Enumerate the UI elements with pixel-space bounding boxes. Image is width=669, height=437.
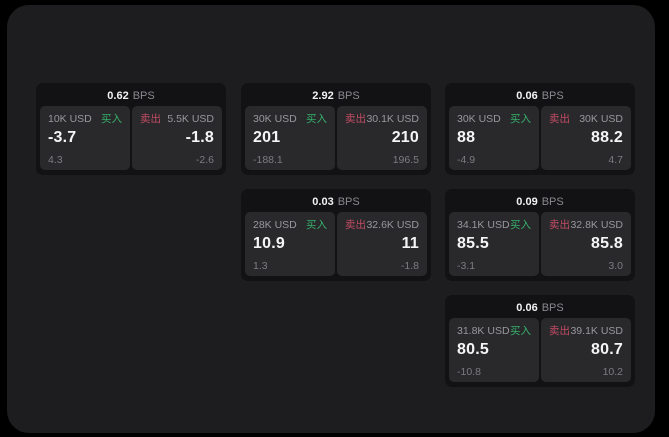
- bps-unit: BPS: [132, 89, 155, 102]
- buy-tile[interactable]: 34.1K USD 买入 85.5 -3.1: [449, 212, 539, 276]
- buy-price: 10.9: [253, 235, 285, 252]
- sell-tile[interactable]: 卖出 32.8K USD 85.8 3.0: [541, 212, 631, 276]
- bps-unit: BPS: [337, 89, 360, 102]
- sell-price: 80.7: [591, 341, 623, 358]
- buy-price: 85.5: [457, 235, 489, 252]
- sell-price: 11: [401, 235, 419, 252]
- buy-sub-value: -4.9: [457, 154, 476, 166]
- buy-sub-value: 4.3: [48, 154, 63, 166]
- sell-price: -1.8: [185, 129, 214, 146]
- quote-card: 0.03 BPS 28K USD 买入 10.9 1.3 卖出 32.6K US…: [241, 189, 431, 281]
- sell-size: 5.5K USD: [167, 113, 214, 125]
- sell-tile[interactable]: 卖出 32.6K USD 11 -1.8: [337, 212, 427, 276]
- buy-size: 10K USD: [48, 113, 92, 125]
- buy-sub-value: -10.8: [457, 366, 481, 378]
- buy-price: -3.7: [48, 129, 77, 146]
- bps-header: 0.09 BPS: [445, 189, 635, 212]
- sell-sub-value: -2.6: [195, 154, 214, 166]
- quote-card: 0.62 BPS 10K USD 买入 -3.7 4.3 卖出 5.5K USD…: [36, 83, 226, 175]
- bps-value: 2.92: [312, 89, 334, 102]
- buy-tile[interactable]: 10K USD 买入 -3.7 4.3: [40, 106, 130, 170]
- quote-card: 0.06 BPS 30K USD 买入 88 -4.9 卖出 30K USD 8…: [445, 83, 635, 175]
- buy-price: 80.5: [457, 341, 489, 358]
- buy-price: 88: [457, 129, 476, 146]
- sell-label: 卖出: [345, 219, 366, 231]
- sell-label: 卖出: [140, 113, 161, 125]
- sell-tile[interactable]: 卖出 39.1K USD 80.7 10.2: [541, 318, 631, 382]
- sell-size: 39.1K USD: [570, 325, 623, 337]
- sell-sub-value: -1.8: [400, 260, 419, 272]
- bps-value: 0.03: [312, 195, 334, 208]
- sell-sub-value: 10.2: [602, 366, 623, 378]
- bps-value: 0.06: [516, 89, 538, 102]
- sell-price: 88.2: [591, 129, 623, 146]
- buy-label: 买入: [101, 113, 122, 125]
- bps-unit: BPS: [541, 195, 564, 208]
- bps-unit: BPS: [541, 301, 564, 314]
- sell-tile[interactable]: 卖出 30.1K USD 210 196.5: [337, 106, 427, 170]
- bps-value: 0.09: [516, 195, 538, 208]
- quote-card: 0.06 BPS 31.8K USD 买入 80.5 -10.8 卖出 39.1…: [445, 295, 635, 387]
- buy-tile[interactable]: 31.8K USD 买入 80.5 -10.8: [449, 318, 539, 382]
- buy-price: 201: [253, 129, 281, 146]
- buy-sub-value: -188.1: [253, 154, 283, 166]
- sell-sub-value: 3.0: [608, 260, 623, 272]
- sell-sub-value: 4.7: [608, 154, 623, 166]
- sell-tile[interactable]: 卖出 5.5K USD -1.8 -2.6: [132, 106, 222, 170]
- buy-size: 31.8K USD: [457, 325, 510, 337]
- sell-label: 卖出: [549, 113, 570, 125]
- bps-header: 0.06 BPS: [445, 295, 635, 318]
- sell-price: 210: [391, 129, 419, 146]
- buy-label: 买入: [306, 219, 327, 231]
- bps-header: 0.62 BPS: [36, 83, 226, 106]
- buy-label: 买入: [510, 325, 531, 337]
- buy-tile[interactable]: 30K USD 买入 201 -188.1: [245, 106, 335, 170]
- sell-label: 卖出: [549, 325, 570, 337]
- buy-tile[interactable]: 30K USD 买入 88 -4.9: [449, 106, 539, 170]
- sell-size: 32.6K USD: [366, 219, 419, 231]
- sell-size: 30.1K USD: [366, 113, 419, 125]
- bps-header: 0.06 BPS: [445, 83, 635, 106]
- bps-value: 0.06: [516, 301, 538, 314]
- bps-header: 2.92 BPS: [241, 83, 431, 106]
- sell-label: 卖出: [549, 219, 570, 231]
- buy-size: 28K USD: [253, 219, 297, 231]
- buy-size: 30K USD: [457, 113, 501, 125]
- buy-size: 30K USD: [253, 113, 297, 125]
- sell-sub-value: 196.5: [392, 154, 419, 166]
- bps-value: 0.62: [107, 89, 129, 102]
- buy-label: 买入: [510, 113, 531, 125]
- buy-sub-value: 1.3: [253, 260, 268, 272]
- buy-tile[interactable]: 28K USD 买入 10.9 1.3: [245, 212, 335, 276]
- buy-label: 买入: [306, 113, 327, 125]
- sell-tile[interactable]: 卖出 30K USD 88.2 4.7: [541, 106, 631, 170]
- buy-size: 34.1K USD: [457, 219, 510, 231]
- bps-unit: BPS: [337, 195, 360, 208]
- bps-header: 0.03 BPS: [241, 189, 431, 212]
- bps-unit: BPS: [541, 89, 564, 102]
- sell-size: 30K USD: [579, 113, 623, 125]
- buy-label: 买入: [510, 219, 531, 231]
- sell-label: 卖出: [345, 113, 366, 125]
- quote-card: 2.92 BPS 30K USD 买入 201 -188.1 卖出 30.1K …: [241, 83, 431, 175]
- sell-price: 85.8: [591, 235, 623, 252]
- buy-sub-value: -3.1: [457, 260, 476, 272]
- quote-card: 0.09 BPS 34.1K USD 买入 85.5 -3.1 卖出 32.8K…: [445, 189, 635, 281]
- sell-size: 32.8K USD: [570, 219, 623, 231]
